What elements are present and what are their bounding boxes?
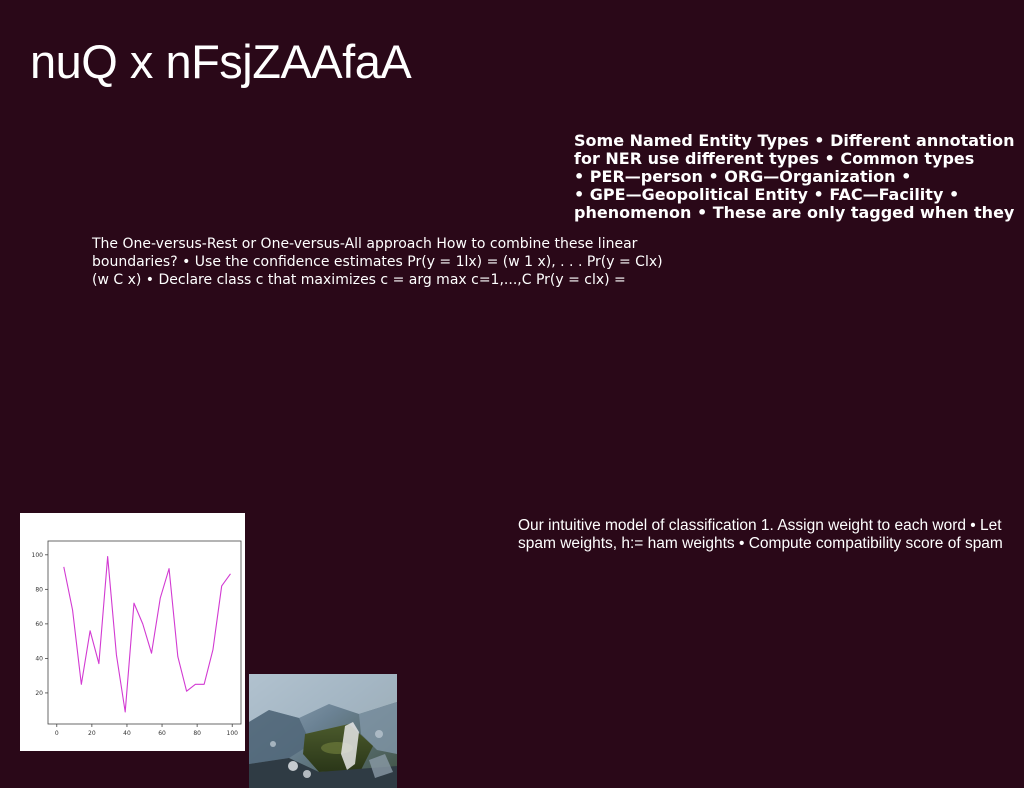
x-tick-label: 20 [88,730,96,737]
x-tick-label: 40 [123,730,131,737]
landscape-photo-image [249,674,397,788]
ner-line: phenomenon • These are only tagged when … [574,203,1015,222]
x-tick-label: 80 [193,730,201,737]
one-vs-rest-text-block: The One-versus-Rest or One-versus-All ap… [92,235,692,289]
y-tick-label: 80 [35,586,43,593]
ovr-line: boundaries? • Use the confidence estimat… [92,254,663,270]
ner-line: • PER—person • ORG—Organization • [574,167,912,186]
y-tick-label: 40 [35,655,43,662]
y-tick-label: 100 [32,552,44,559]
landscape-photo [249,674,397,788]
ner-line: Some Named Entity Types • Different anno… [574,132,1015,150]
slide-title: nuQ x nFsjZAAfaA [30,35,412,88]
ner-line: for NER use different types • Common typ… [574,149,975,168]
x-tick-label: 100 [227,730,239,737]
intuitive-model-text-block: Our intuitive model of classification 1.… [518,517,1024,553]
x-tick-label: 0 [55,730,59,737]
plot-frame [47,540,242,725]
y-tick-label: 60 [35,621,43,628]
ovr-line: The One-versus-Rest or One-versus-All ap… [92,236,638,252]
x-tick-label: 60 [158,730,166,737]
line-chart-svg: 0 20 40 60 80 100 20 40 60 80 100 [32,540,242,737]
ner-line: • GPE—Geopolitical Entity • FAC—Facility… [574,185,960,204]
y-tick-label: 20 [35,690,43,697]
ner-text-block: Some Named Entity Types • Different anno… [574,132,1024,224]
intuitive-line: Our intuitive model of classification 1.… [518,517,1002,534]
ovr-line: (w C x) • Declare class c that maximizes… [92,272,626,288]
series-line [63,555,231,713]
intuitive-line: spam weights, h:= ham weights • Compute … [518,535,1003,552]
line-chart: 0 20 40 60 80 100 20 40 60 80 100 [20,513,245,751]
